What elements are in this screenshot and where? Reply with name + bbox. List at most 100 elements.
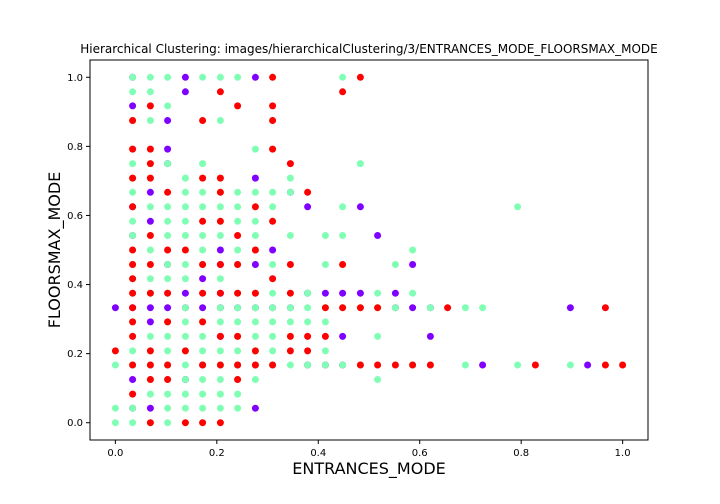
y-tick-label: 0.0 — [67, 418, 83, 429]
data-point-cluster-1 — [339, 332, 347, 340]
data-point-cluster-3 — [146, 232, 154, 239]
data-point-cluster-3 — [146, 261, 154, 268]
data-point-cluster-1 — [146, 217, 154, 225]
data-point-cluster-3 — [286, 261, 294, 268]
data-point-cluster-2 — [164, 217, 172, 225]
data-point-cluster-2 — [251, 318, 259, 326]
data-point-cluster-2 — [356, 160, 364, 168]
data-point-cluster-3 — [129, 318, 137, 326]
data-point-cluster-2 — [321, 232, 329, 239]
data-point-cluster-3 — [216, 361, 224, 369]
data-point-cluster-2 — [566, 361, 574, 369]
data-point-cluster-2 — [129, 419, 137, 427]
data-point-cluster-2 — [181, 188, 189, 196]
data-point-cluster-2 — [164, 73, 172, 81]
data-point-cluster-2 — [111, 419, 119, 427]
data-point-cluster-2 — [269, 318, 277, 326]
data-point-cluster-2 — [269, 332, 277, 340]
data-point-cluster-2 — [234, 347, 242, 355]
data-point-cluster-2 — [339, 361, 347, 369]
data-point-cluster-2 — [286, 232, 294, 239]
data-point-cluster-2 — [339, 232, 347, 239]
data-point-cluster-3 — [339, 261, 347, 268]
data-point-cluster-2 — [374, 376, 382, 383]
data-point-cluster-2 — [269, 188, 277, 196]
data-point-cluster-3 — [374, 361, 382, 369]
data-point-cluster-3 — [164, 188, 172, 196]
data-point-cluster-2 — [129, 232, 137, 239]
data-point-cluster-2 — [286, 318, 294, 326]
data-point-cluster-2 — [321, 318, 329, 326]
data-point-cluster-2 — [146, 275, 154, 283]
data-point-cluster-1 — [374, 232, 382, 239]
data-point-cluster-2 — [216, 318, 224, 326]
data-point-cluster-2 — [269, 261, 277, 268]
data-point-cluster-3 — [199, 174, 207, 182]
data-point-cluster-1 — [356, 203, 364, 211]
data-point-cluster-3 — [601, 304, 609, 312]
data-point-cluster-1 — [164, 304, 172, 312]
data-point-cluster-1 — [146, 304, 154, 312]
data-point-cluster-2 — [269, 203, 277, 211]
data-point-cluster-3 — [164, 361, 172, 369]
data-point-cluster-1 — [199, 304, 207, 312]
data-point-cluster-2 — [286, 188, 294, 196]
data-point-cluster-2 — [216, 73, 224, 81]
data-point-cluster-3 — [234, 376, 242, 383]
data-point-cluster-2 — [164, 347, 172, 355]
data-point-cluster-3 — [216, 88, 224, 96]
data-point-cluster-3 — [426, 361, 434, 369]
data-point-cluster-2 — [251, 232, 259, 239]
x-tick-label: 0.4 — [310, 448, 326, 459]
data-point-cluster-2 — [479, 304, 487, 312]
data-point-cluster-3 — [601, 361, 609, 369]
data-point-cluster-1 — [199, 275, 207, 283]
data-point-cluster-3 — [321, 304, 329, 312]
data-point-cluster-2 — [199, 332, 207, 340]
data-point-cluster-2 — [251, 376, 259, 383]
data-point-cluster-3 — [129, 145, 137, 153]
x-tick-label: 1.0 — [615, 448, 631, 459]
data-point-cluster-2 — [269, 289, 277, 297]
data-point-cluster-2 — [199, 232, 207, 239]
data-point-cluster-3 — [129, 332, 137, 340]
data-point-cluster-2 — [181, 275, 189, 283]
data-point-cluster-1 — [251, 404, 259, 412]
data-point-cluster-1 — [321, 289, 329, 297]
data-point-cluster-2 — [304, 318, 312, 326]
data-point-cluster-2 — [181, 304, 189, 312]
data-point-cluster-2 — [339, 203, 347, 211]
data-point-cluster-3 — [251, 246, 259, 254]
data-point-cluster-1 — [216, 246, 224, 254]
data-point-cluster-3 — [146, 160, 154, 168]
data-point-cluster-2 — [234, 318, 242, 326]
data-point-cluster-2 — [129, 404, 137, 412]
data-point-cluster-2 — [164, 275, 172, 283]
data-point-cluster-3 — [269, 117, 277, 124]
data-point-cluster-2 — [164, 390, 172, 398]
data-point-cluster-3 — [391, 361, 399, 369]
data-point-cluster-3 — [251, 289, 259, 297]
data-point-cluster-2 — [234, 404, 242, 412]
data-point-cluster-3 — [234, 332, 242, 340]
data-point-cluster-3 — [269, 145, 277, 153]
data-point-cluster-3 — [234, 261, 242, 268]
data-point-cluster-3 — [321, 332, 329, 340]
data-point-cluster-3 — [251, 203, 259, 211]
data-point-cluster-1 — [181, 289, 189, 297]
data-point-cluster-2 — [286, 361, 294, 369]
data-point-cluster-3 — [286, 289, 294, 297]
data-point-cluster-2 — [111, 361, 119, 369]
data-point-cluster-3 — [374, 304, 382, 312]
data-point-cluster-2 — [129, 88, 137, 96]
data-point-cluster-3 — [164, 289, 172, 297]
x-tick-label: 0.2 — [209, 448, 225, 459]
data-point-cluster-2 — [216, 390, 224, 398]
data-points — [111, 73, 627, 427]
data-point-cluster-2 — [251, 332, 259, 340]
data-point-cluster-3 — [269, 275, 277, 283]
data-point-cluster-3 — [356, 73, 364, 81]
x-axis-ticks: 0.0 0.2 0.4 0.6 0.8 1.0 — [107, 440, 631, 459]
data-point-cluster-3 — [216, 332, 224, 340]
